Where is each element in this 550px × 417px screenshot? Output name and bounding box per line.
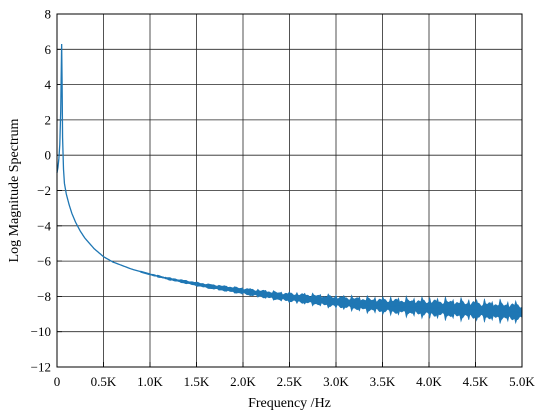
- y-tick-label: 6: [45, 42, 52, 57]
- x-tick-label: 0.5K: [91, 374, 117, 389]
- x-tick-label: 1.5K: [184, 374, 210, 389]
- plot-frame: [56, 13, 523, 368]
- x-tick-label: 0: [54, 374, 61, 389]
- x-tick-label: 4.5K: [463, 374, 489, 389]
- x-tick-label: 3.0K: [323, 374, 349, 389]
- y-axis-label: Log Magnitude Spectrum: [7, 118, 22, 262]
- x-tick-label: 4.0K: [416, 374, 442, 389]
- y-tick-label: 2: [45, 112, 52, 127]
- x-axis-label: Frequency /Hz: [248, 396, 331, 411]
- spectrum-band-fill: [140, 270, 522, 325]
- y-tick-labels: 8 6 4 2 0 −2 −4 −6 −8 −10 −12: [31, 7, 52, 375]
- y-tick-label: 4: [45, 77, 52, 92]
- spectrum-band: [140, 270, 522, 325]
- y-tick-label: −8: [37, 289, 51, 304]
- x-tick-label: 1.0K: [137, 374, 163, 389]
- x-tick-label: 2.5K: [277, 374, 303, 389]
- x-tick-labels: 0 0.5K 1.0K 1.5K 2.0K 2.5K 3.0K 3.5K 4.0K 4.5K 5.0…: [54, 374, 536, 389]
- y-tick-label: −6: [37, 254, 51, 269]
- spectrum-line: [56, 43, 523, 313]
- x-tick-label: 3.5K: [370, 374, 396, 389]
- x-tick-label: 2.0K: [230, 374, 256, 389]
- y-tick-label: 0: [45, 148, 52, 163]
- spectrum-series-line: [56, 43, 523, 313]
- y-tick-label: −10: [31, 324, 51, 339]
- y-tick-label: −12: [31, 360, 51, 375]
- y-tick-label: −4: [37, 218, 51, 233]
- y-tick-label: −2: [37, 183, 51, 198]
- y-tick-label: 8: [45, 7, 52, 22]
- x-tick-label: 5.0K: [509, 374, 535, 389]
